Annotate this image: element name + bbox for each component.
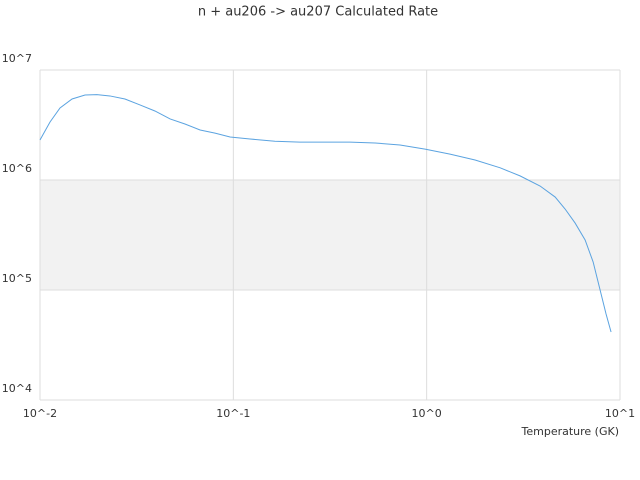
x-tick-label: 10^-1	[216, 407, 250, 420]
y-tick-label: 10^6	[2, 162, 32, 175]
chart-title: n + au206 -> au207 Calculated Rate	[198, 5, 438, 20]
grid-band	[40, 180, 620, 290]
y-tick-label: 10^7	[2, 52, 32, 65]
y-tick-label: 10^5	[2, 272, 32, 285]
x-tick-label: 10^-2	[23, 407, 57, 420]
x-axis-label: Temperature (GK)	[521, 425, 620, 438]
y-tick-label: 10^4	[2, 382, 32, 395]
x-tick-label: 10^0	[412, 407, 442, 420]
x-tick-label: 10^1	[605, 407, 635, 420]
data-line	[39, 94, 612, 333]
